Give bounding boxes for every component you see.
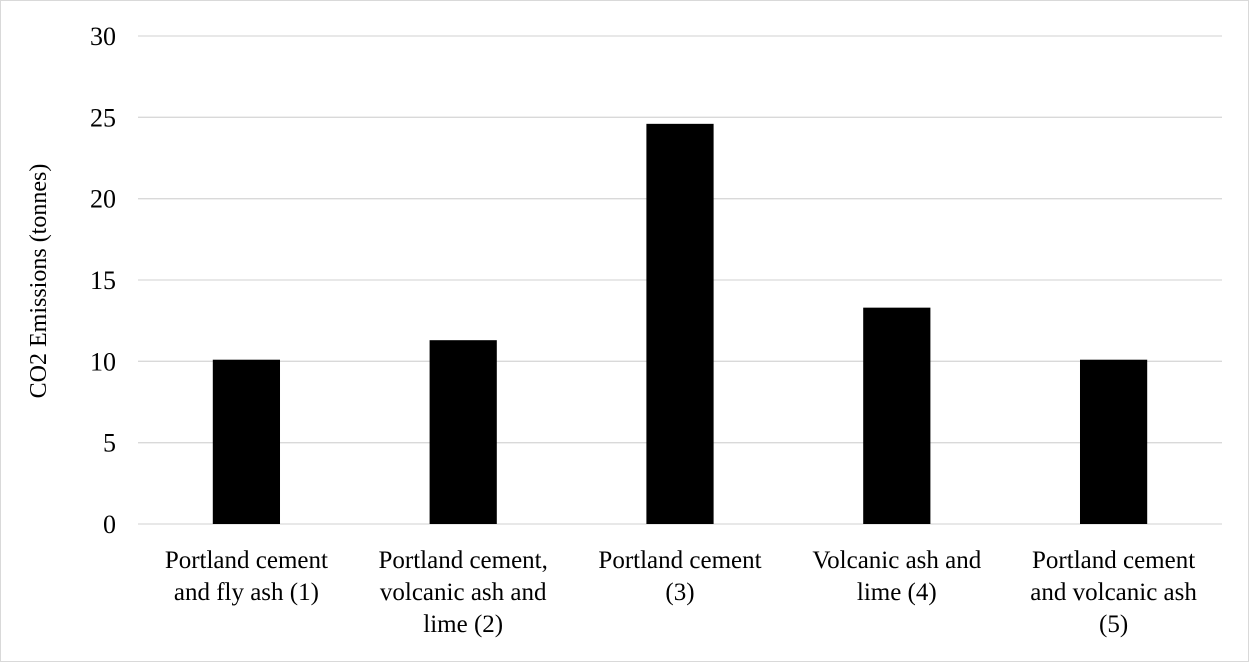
y-tick-label: 5	[103, 429, 116, 458]
category-label: Portland cement (3)	[598, 547, 761, 606]
category-label: Portland cement and volcanic ash (5)	[1030, 547, 1197, 638]
bar	[1079, 359, 1148, 524]
y-tick-labels: 0 5 10 15 20 25 30	[90, 22, 116, 539]
y-tick-label: 25	[90, 103, 116, 132]
y-tick-label: 10	[90, 347, 116, 376]
bar	[863, 307, 931, 524]
y-tick-label: 30	[90, 22, 116, 51]
bar	[646, 123, 714, 524]
category-label: Volcanic ash and lime (4)	[812, 547, 981, 606]
category-labels: Portland cement and fly ash (1) Portland c…	[165, 547, 1198, 638]
category-label: Portland cement and fly ash (1)	[165, 547, 328, 606]
y-tick-label: 20	[90, 185, 116, 214]
category-label: Portland cement, volcanic ash and lime (2)	[378, 547, 547, 638]
bars	[212, 123, 1148, 524]
y-axis-title: CO2 Emissions (tonnes)	[26, 164, 52, 399]
y-tick-label: 15	[90, 266, 116, 295]
bar	[212, 359, 281, 524]
y-tick-label: 0	[103, 510, 116, 539]
bar	[429, 340, 497, 524]
